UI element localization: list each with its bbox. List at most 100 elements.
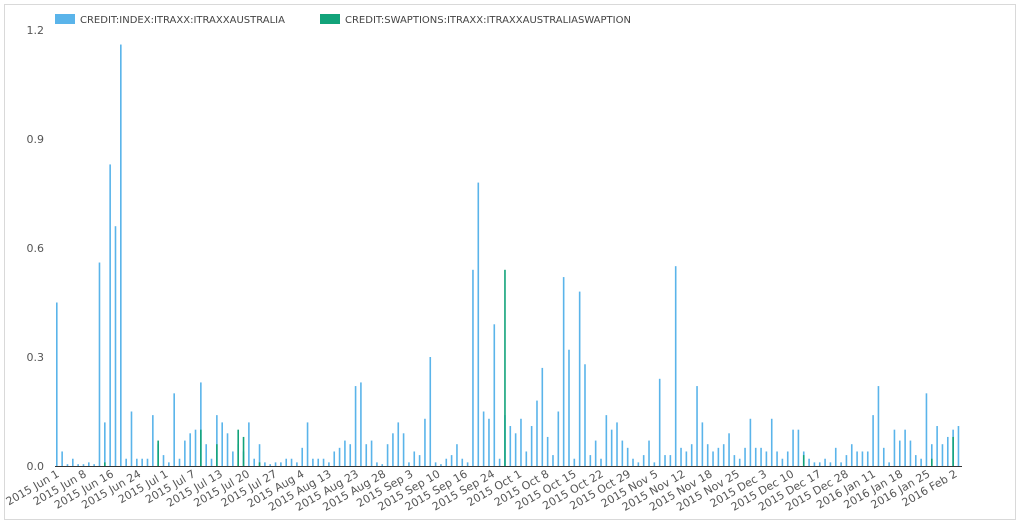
bar-itraxx-australia xyxy=(253,458,256,466)
bar-itraxx-australia xyxy=(824,458,826,466)
bar-itraxx-australia xyxy=(648,440,650,466)
bar-itraxx-australia xyxy=(717,447,720,466)
bar-itraxx-australia xyxy=(573,458,576,466)
bar-itraxx-australia xyxy=(205,444,207,466)
bar-itraxx-australia xyxy=(98,262,101,466)
bar-itraxx-australia xyxy=(488,418,490,466)
bar-itraxx-australia xyxy=(930,444,933,466)
bar-itraxx-australia xyxy=(274,462,277,466)
bar-itraxx-australia xyxy=(317,458,320,466)
bar-itraxx-australia xyxy=(840,462,842,466)
y-tick-label: 0.0 xyxy=(27,460,45,473)
bar-itraxx-australia xyxy=(733,455,736,466)
bar-itraxx-australia-swaption xyxy=(258,462,261,466)
bar-itraxx-australia xyxy=(920,458,922,466)
bar-itraxx-australia xyxy=(376,462,378,466)
legend-label-itraxx-australia: CREDIT:INDEX:ITRAXX:ITRAXXAUSTRALIA xyxy=(80,15,285,26)
bar-itraxx-australia xyxy=(557,411,560,466)
bar-itraxx-australia xyxy=(354,386,357,466)
bar-itraxx-australia xyxy=(642,455,645,466)
bar-itraxx-australia xyxy=(925,393,928,466)
bar-itraxx-australia xyxy=(178,458,181,466)
bar-itraxx-australia xyxy=(536,400,538,466)
bar-itraxx-australia xyxy=(637,462,640,466)
bar-itraxx-australia xyxy=(829,462,832,466)
bar-itraxx-australia xyxy=(429,357,432,466)
bar-itraxx-australia xyxy=(882,447,885,466)
bar-itraxx-australia-swaption xyxy=(504,269,506,466)
bar-itraxx-australia xyxy=(498,458,501,466)
bar-itraxx-australia xyxy=(434,462,437,466)
bar-itraxx-australia xyxy=(301,447,304,466)
bar-itraxx-australia-swaption xyxy=(104,462,106,466)
bar-itraxx-australia xyxy=(194,429,197,466)
bar-itraxx-australia xyxy=(514,433,517,466)
bar-itraxx-australia xyxy=(898,440,901,466)
bar-itraxx-australia xyxy=(786,451,789,466)
bar-itraxx-australia xyxy=(93,464,95,466)
bar-itraxx-australia xyxy=(754,447,757,466)
bar-itraxx-australia xyxy=(61,451,63,466)
bar-itraxx-australia xyxy=(424,418,426,466)
bar-itraxx-australia xyxy=(669,455,672,466)
bar-itraxx-australia xyxy=(136,458,138,466)
bar-itraxx-australia xyxy=(872,415,874,466)
bar-itraxx-australia xyxy=(861,451,864,466)
bar-itraxx-australia xyxy=(77,464,79,466)
bar-itraxx-australia xyxy=(322,458,325,466)
bar-itraxx-australia xyxy=(109,164,111,466)
bar-itraxx-australia xyxy=(216,415,218,466)
bar-itraxx-australia xyxy=(797,429,800,466)
bar-itraxx-australia xyxy=(568,349,570,466)
bar-itraxx-australia xyxy=(258,444,261,466)
bar-itraxx-australia xyxy=(333,451,336,466)
bar-itraxx-australia xyxy=(765,451,768,466)
bar-itraxx-australia xyxy=(690,444,693,466)
bar-itraxx-australia xyxy=(408,462,410,466)
bar-itraxx-australia xyxy=(349,444,352,466)
bar-itraxx-australia xyxy=(941,444,944,466)
bar-itraxx-australia xyxy=(184,440,186,466)
bar-itraxx-australia xyxy=(760,447,762,466)
bar-itraxx-australia xyxy=(312,458,314,466)
bar-itraxx-australia xyxy=(781,458,784,466)
bar-itraxx-australia xyxy=(200,382,202,466)
bar-itraxx-australia xyxy=(269,464,272,466)
bar-itraxx-australia-swaption xyxy=(930,458,933,466)
bar-itraxx-australia xyxy=(712,451,714,466)
bar-itraxx-australia xyxy=(114,226,117,466)
bar-itraxx-australia xyxy=(125,458,127,466)
bar-itraxx-australia xyxy=(546,436,549,466)
bar-itraxx-australia xyxy=(360,382,362,466)
bar-itraxx-australia xyxy=(120,44,122,466)
bar-itraxx-australia-swaption xyxy=(216,444,218,466)
bar-itraxx-australia xyxy=(589,455,592,466)
bar-itraxx-australia xyxy=(738,458,741,466)
bar-itraxx-australia xyxy=(520,418,522,466)
bar-itraxx-australia xyxy=(600,458,602,466)
bar-itraxx-australia xyxy=(477,182,480,466)
bar-itraxx-australia xyxy=(594,440,597,466)
y-tick-label: 0.6 xyxy=(27,242,45,255)
bar-itraxx-australia xyxy=(653,462,656,466)
bar-itraxx-australia xyxy=(632,458,634,466)
bar-itraxx-australia xyxy=(397,422,400,466)
bar-itraxx-australia xyxy=(957,426,960,466)
bar-itraxx-australia xyxy=(541,367,544,466)
bar-itraxx-australia xyxy=(466,462,469,466)
bar-itraxx-australia xyxy=(610,429,613,466)
bar-itraxx-australia-swaption xyxy=(802,455,805,466)
bar-itraxx-australia xyxy=(877,386,880,466)
bar-itraxx-australia xyxy=(776,451,778,466)
bar-itraxx-australia xyxy=(221,422,223,466)
bar-itraxx-australia xyxy=(482,411,485,466)
bar-itraxx-australia-swaption xyxy=(242,436,245,466)
bar-itraxx-australia xyxy=(88,462,90,466)
bar-itraxx-australia xyxy=(792,429,794,466)
bar-itraxx-australia xyxy=(402,433,405,466)
bar-itraxx-australia xyxy=(56,302,58,466)
legend-swatch-itraxx-australia xyxy=(55,14,75,24)
bar-itraxx-australia xyxy=(456,444,458,466)
bar-itraxx-australia-swaption xyxy=(200,429,202,466)
